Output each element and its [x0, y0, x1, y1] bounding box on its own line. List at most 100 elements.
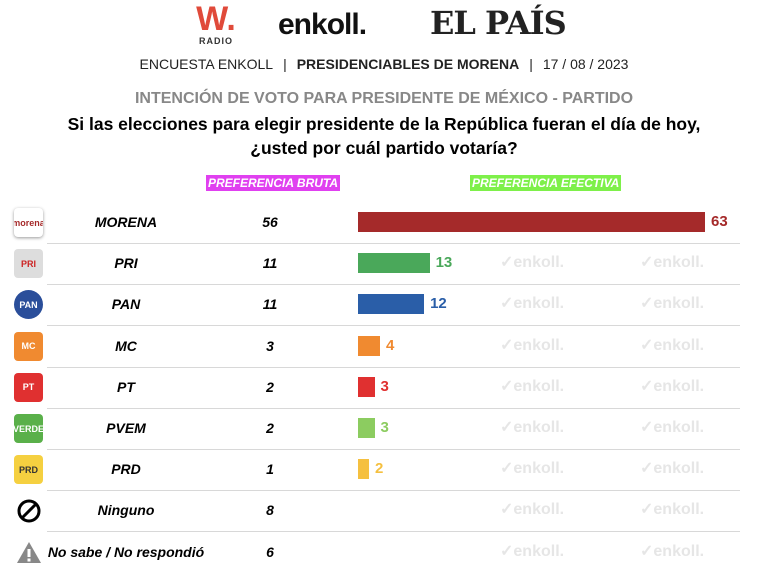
watermark: ✓enkoll. [640, 419, 704, 437]
enkoll-check-icon: ✓ [640, 542, 654, 560]
chart-row: ✓enkoll. ✓enkoll. PAN PAN 11 12 [0, 284, 768, 327]
enkoll-check-icon: ✓ [500, 336, 514, 354]
watermark: ✓enkoll. [500, 460, 564, 478]
survey-date: 17 / 08 / 2023 [542, 56, 629, 72]
enkoll-check-icon: ✓ [640, 501, 654, 519]
elpais-logo: EL PAÍS [430, 4, 567, 42]
bruta-value: 6 [266, 543, 274, 560]
wradio-logo-sub: RADIO [199, 36, 233, 46]
enkoll-check-icon: ✓ [640, 295, 654, 313]
watermark: ✓enkoll. [640, 460, 704, 478]
party-logo-icon: PRI [14, 249, 43, 279]
survey-topic: PRESIDENCIABLES DE MORENA [296, 56, 520, 72]
enkoll-check-icon: ✓ [500, 254, 514, 272]
chart-question: Si las elecciones para elegir presidente… [67, 114, 701, 158]
enkoll-check-icon: ✓ [500, 501, 514, 519]
enkoll-check-icon: ✓ [500, 295, 514, 313]
watermark-text: enkoll. [653, 254, 705, 272]
party-name: PRD [111, 461, 141, 478]
row-divider [47, 284, 740, 286]
efectiva-bar [358, 253, 430, 274]
enkoll-check-icon: ✓ [640, 460, 654, 478]
party-name: Ninguno [97, 502, 155, 519]
chart-row: ✓enkoll. ✓enkoll. PT PT 2 3 [0, 367, 768, 409]
watermark-text: enkoll. [653, 460, 705, 478]
enkoll-check-icon: ✓ [500, 419, 514, 436]
row-divider [47, 366, 740, 368]
row-divider [47, 325, 740, 327]
efectiva-label: 13 [435, 254, 453, 272]
row-divider [47, 531, 740, 533]
watermark-text: enkoll. [513, 336, 565, 354]
party-logo-icon: PAN [14, 290, 43, 320]
wradio-logo-mark: W. [196, 0, 236, 38]
watermark: ✓enkoll. [500, 543, 564, 561]
efectiva-bar [358, 376, 375, 397]
party-name: MORENA [94, 214, 158, 230]
bruta-value: 1 [266, 461, 274, 478]
party-name: No sabe / No respondió [47, 543, 205, 560]
party-logo-text: PRD [18, 464, 38, 475]
bruta-value: 3 [266, 337, 274, 354]
party-logo-icon: PRD [14, 455, 43, 485]
chart-row: ✓enkoll. ✓enkoll. MC MC 3 4 [0, 326, 768, 368]
watermark: ✓enkoll. [640, 501, 704, 519]
question-icon [14, 538, 43, 567]
watermark-text: enkoll. [513, 419, 565, 436]
header-preferencia-bruta: PREFERENCIA BRUTA [206, 175, 341, 191]
watermark: ✓enkoll. [500, 419, 564, 437]
enkoll-check-icon: ✓ [500, 542, 514, 560]
efectiva-bar [358, 294, 425, 315]
enkoll-check-icon: ✓ [500, 460, 514, 478]
chart-row: ✓enkoll. ✓enkoll. No sabe / No respondió 6 [0, 532, 768, 573]
watermark: ✓enkoll. [640, 295, 704, 313]
watermark-text: enkoll. [653, 377, 705, 395]
bruta-value: 11 [262, 296, 278, 313]
separator: | [283, 56, 287, 72]
enkoll-logo: enkoll. [278, 8, 367, 41]
chart-row: morena MORENA 56 63 [0, 202, 768, 244]
watermark: ✓enkoll. [640, 378, 704, 396]
watermark-text: enkoll. [513, 377, 565, 395]
separator: | [529, 56, 533, 72]
enkoll-check-icon: ✓ [640, 336, 654, 354]
party-name: PT [117, 378, 135, 395]
row-divider [47, 490, 740, 492]
efectiva-bar [358, 418, 375, 438]
row-divider [47, 407, 740, 409]
watermark: ✓enkoll. [500, 378, 564, 396]
efectiva-bar [358, 459, 370, 480]
enkoll-check-icon: ✓ [640, 377, 654, 395]
efectiva-bar [358, 335, 381, 356]
efectiva-label: 3 [380, 419, 389, 436]
efectiva-label: 3 [380, 377, 389, 395]
party-logo-text: morena [14, 217, 43, 228]
party-logo-text: PT [22, 382, 35, 393]
party-logo-text: MC [21, 341, 36, 352]
party-name: PAN [111, 296, 141, 313]
watermark: ✓enkoll. [640, 337, 704, 355]
party-logo-icon: morena [14, 208, 43, 237]
enkoll-check-icon: ✓ [640, 419, 654, 436]
watermark-text: enkoll. [513, 460, 565, 478]
watermark-text: enkoll. [653, 295, 705, 313]
survey-name: ENCUESTA ENKOLL [139, 56, 274, 72]
watermark: ✓enkoll. [640, 254, 704, 272]
survey-subtitle: ENCUESTA ENKOLL | PRESIDENCIABLES DE MOREN… [0, 56, 768, 72]
bruta-value: 11 [262, 255, 278, 272]
chart-row: ✓enkoll. ✓enkoll. PRI PRI 11 13 [0, 243, 768, 286]
watermark: ✓enkoll. [500, 295, 564, 313]
party-name: MC [115, 337, 137, 354]
party-logo-icon: MC [14, 331, 43, 361]
party-name: PVEM [106, 420, 146, 436]
party-logo-text: PRI [20, 258, 36, 269]
efectiva-bar [358, 212, 705, 232]
enkoll-check-icon: ✓ [640, 254, 654, 272]
efectiva-label: 2 [375, 460, 384, 478]
party-logo-text: PAN [19, 299, 38, 310]
efectiva-label: 12 [430, 295, 447, 313]
watermark-text: enkoll. [653, 336, 705, 354]
bruta-value: 8 [266, 502, 274, 519]
chart-row: ✓enkoll. ✓enkoll. PRD PRD 1 2 [0, 449, 768, 492]
row-divider [47, 449, 740, 450]
